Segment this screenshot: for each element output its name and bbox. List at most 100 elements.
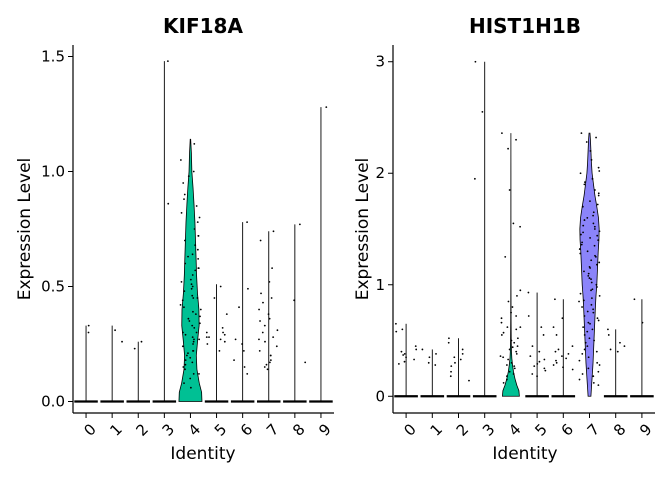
data-point (473, 177, 476, 180)
x-axis-title: Identity (170, 444, 235, 464)
data-point (192, 350, 195, 352)
data-point (183, 193, 186, 196)
data-point (192, 343, 194, 345)
data-point (578, 248, 581, 250)
data-point (222, 331, 224, 334)
x-tick-label: 1 (427, 420, 446, 439)
data-point (581, 306, 583, 308)
data-point (583, 315, 586, 317)
data-point (263, 366, 266, 368)
x-tick-label: 9 (636, 420, 655, 439)
data-point (555, 359, 557, 362)
data-point (190, 283, 193, 286)
data-point (590, 289, 592, 292)
data-point (588, 337, 591, 340)
data-point (578, 359, 581, 362)
data-point (188, 320, 191, 322)
data-point (589, 322, 591, 325)
data-point (234, 338, 237, 341)
data-point (263, 324, 266, 327)
x-tick-label: 7 (263, 420, 282, 439)
data-point (583, 183, 586, 186)
data-point (454, 361, 456, 364)
data-point (264, 340, 266, 343)
data-point (593, 228, 596, 230)
data-point (266, 368, 269, 371)
data-point (502, 356, 505, 359)
data-point (265, 363, 268, 366)
data-point (258, 338, 260, 341)
data-point (508, 370, 511, 373)
data-point (453, 356, 456, 359)
data-point (597, 319, 600, 322)
data-point (403, 353, 406, 355)
data-point (166, 60, 169, 62)
x-axis-title: Identity (492, 444, 557, 464)
data-point (87, 331, 90, 334)
data-point (140, 340, 143, 343)
data-point (238, 306, 240, 309)
data-point (461, 348, 464, 351)
data-point (199, 308, 202, 311)
data-point (593, 339, 595, 342)
data-point (581, 205, 584, 208)
x-tick-label: 1 (106, 420, 125, 439)
data-point (181, 345, 184, 348)
y-tick-label: 2 (375, 164, 385, 182)
data-point (450, 370, 452, 373)
x-tick-label: 0 (400, 420, 419, 439)
violin-4 (501, 133, 520, 397)
data-point (258, 308, 260, 311)
data-point (593, 244, 596, 247)
data-point (242, 350, 245, 352)
data-point (400, 350, 403, 353)
data-point (619, 341, 621, 344)
data-point (561, 317, 564, 320)
y-tick-label: 1 (375, 276, 385, 294)
data-point (191, 285, 194, 288)
data-point (183, 306, 185, 309)
data-point (269, 359, 272, 361)
data-point (262, 301, 264, 304)
y-tick-label: 0.5 (41, 278, 65, 296)
data-point (592, 308, 595, 311)
data-point (582, 299, 585, 302)
data-point (595, 350, 598, 353)
data-point (184, 333, 187, 336)
data-point (511, 346, 514, 349)
data-point (591, 177, 594, 180)
data-point (586, 216, 589, 219)
data-point (506, 375, 508, 378)
data-point (192, 340, 195, 343)
data-point (579, 292, 582, 295)
data-point (87, 324, 90, 327)
data-point (590, 259, 593, 262)
data-point (623, 345, 626, 347)
data-point (397, 363, 400, 365)
data-point (194, 244, 197, 247)
data-point (241, 343, 243, 345)
data-point (198, 216, 201, 219)
data-point (196, 221, 199, 224)
data-point (197, 267, 200, 269)
data-point (507, 358, 510, 361)
x-tick-label: 7 (584, 420, 603, 439)
data-point (189, 278, 192, 281)
data-point (395, 330, 398, 333)
data-point (586, 330, 589, 333)
data-point (581, 241, 584, 244)
data-point (567, 353, 570, 355)
data-point (435, 353, 437, 355)
data-point (565, 357, 568, 360)
data-point (598, 364, 601, 366)
data-point (557, 348, 560, 351)
data-point (552, 326, 555, 329)
data-point (259, 239, 262, 242)
data-point (583, 219, 586, 221)
data-point (513, 341, 516, 344)
data-point (597, 370, 600, 373)
data-point (588, 266, 591, 268)
panel-title: KIF18A (163, 14, 243, 38)
data-point (403, 360, 406, 363)
